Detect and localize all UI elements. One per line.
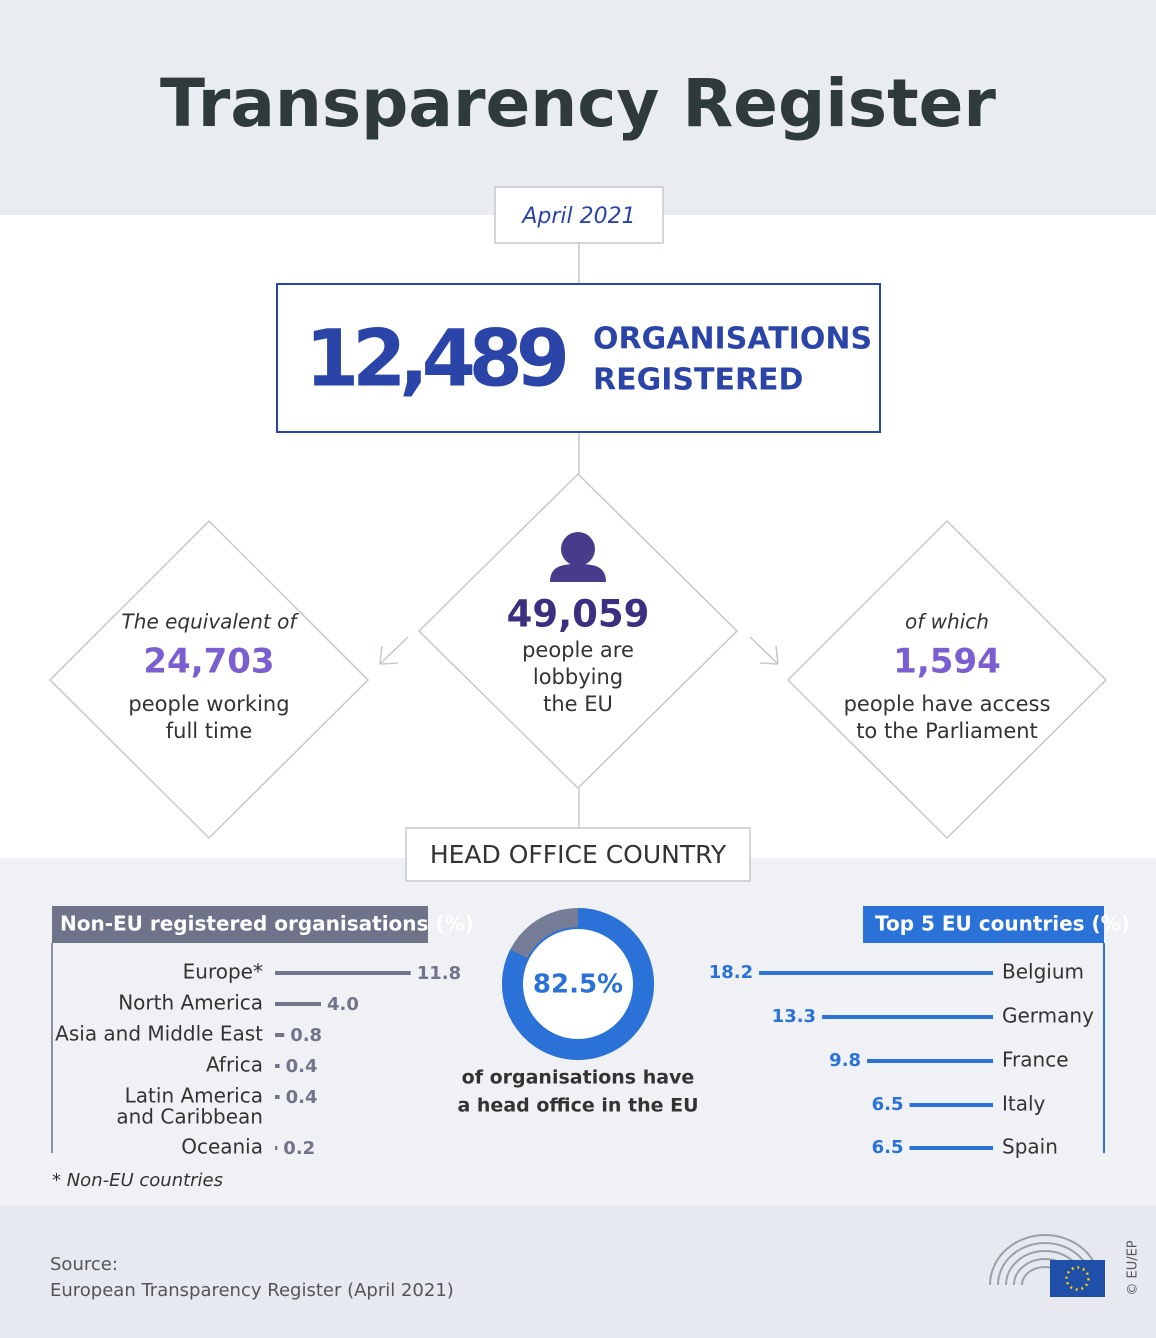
- region-label: Latin America: [125, 1084, 263, 1108]
- top-eu-header: [863, 906, 1104, 943]
- bar: [909, 1146, 993, 1150]
- bar: [867, 1059, 993, 1063]
- donut-caption: of organisations have: [462, 1067, 695, 1089]
- registered-number: 12,489: [305, 314, 570, 404]
- bar: [275, 1146, 278, 1150]
- footnote: * Non-EU countries: [52, 1170, 223, 1191]
- icon-head: [561, 532, 595, 566]
- bar: [909, 1103, 993, 1107]
- section-box: [405, 827, 751, 882]
- lobbyists-label: the EU: [543, 692, 613, 716]
- flag-stars: [1065, 1266, 1090, 1291]
- registered-label: REGISTERED: [593, 363, 803, 398]
- date: April 2021: [520, 204, 635, 229]
- source: European Transparency Register (April 20…: [50, 1280, 454, 1301]
- full-time-intro: The equivalent of: [122, 610, 300, 634]
- country-label: Germany: [1002, 1004, 1094, 1028]
- bar: [275, 1002, 321, 1006]
- bar: [759, 971, 993, 975]
- non-eu-title: Non-EU registered organisations (%): [60, 912, 474, 936]
- lobbyists-number: 49,059: [507, 593, 650, 636]
- value-label: 11.8: [417, 963, 461, 984]
- access-label: to the Parliament: [856, 719, 1038, 743]
- non-eu-header: [52, 906, 428, 943]
- main-box: [276, 283, 881, 433]
- lobbyists-label: lobbying: [533, 665, 623, 689]
- icon-body: [550, 564, 606, 582]
- bar: [275, 1095, 280, 1099]
- value-label: 4.0: [327, 994, 359, 1015]
- access-number: 1,594: [893, 642, 1001, 682]
- access-intro: of which: [905, 610, 989, 634]
- bar: [275, 1033, 285, 1037]
- bar: [275, 1064, 280, 1068]
- footer-band: [0, 1206, 1156, 1338]
- value-label: 0.4: [286, 1087, 318, 1108]
- value-label: 0.8: [290, 1025, 322, 1046]
- credit: © EU/EP: [1126, 1240, 1141, 1295]
- lobbyists-label: people are: [522, 638, 634, 662]
- top-eu-title: Top 5 EU countries (%): [875, 912, 1130, 936]
- value-label: 6.5: [872, 1094, 904, 1115]
- region-label: Asia and Middle East: [55, 1022, 263, 1046]
- arrow: [379, 636, 409, 665]
- header-band: [0, 0, 1156, 215]
- country-label: France: [1002, 1048, 1069, 1072]
- donut-caption: a head office in the EU: [457, 1095, 698, 1117]
- connectors: [48, 243, 1108, 840]
- arrow: [749, 636, 779, 665]
- value-label: 6.5: [872, 1137, 904, 1158]
- value-label: 9.8: [829, 1050, 861, 1071]
- region-label: and Caribbean: [116, 1105, 263, 1129]
- diamond: [48, 519, 370, 840]
- country-label: Italy: [1002, 1092, 1046, 1116]
- region-label: North America: [118, 991, 263, 1015]
- value-label: 0.2: [283, 1138, 315, 1159]
- eu-logo: [989, 1234, 1105, 1297]
- diamond: [786, 519, 1108, 840]
- region-label: Oceania: [181, 1135, 263, 1159]
- registered-label: ORGANISATIONS: [593, 322, 872, 357]
- value-label: 18.2: [709, 962, 753, 983]
- value-label: 13.3: [772, 1006, 816, 1027]
- full-time-label: full time: [166, 719, 253, 743]
- eu-flag: [1050, 1260, 1105, 1297]
- value-label: 0.4: [286, 1056, 318, 1077]
- full-time-label: people working: [128, 692, 289, 716]
- country-label: Spain: [1002, 1135, 1058, 1159]
- source: Source:: [50, 1254, 118, 1275]
- date-box: [494, 186, 664, 244]
- donut-ring: [521, 927, 635, 1041]
- region-label: Africa: [206, 1053, 263, 1077]
- donut-label: 82.5%: [533, 970, 623, 1000]
- full-time-number: 24,703: [143, 642, 274, 682]
- country-label: Belgium: [1002, 960, 1084, 984]
- region-label: Europe*: [183, 960, 263, 984]
- title: Transparency Register: [160, 65, 996, 142]
- bar: [275, 971, 411, 975]
- diamond: [417, 472, 739, 790]
- donut-hole: [522, 928, 634, 1040]
- section-title: HEAD OFFICE COUNTRY: [430, 840, 727, 869]
- person-icon: [550, 532, 606, 582]
- access-label: people have access: [844, 692, 1051, 716]
- donut-arc: [502, 908, 654, 1060]
- bar: [822, 1015, 993, 1019]
